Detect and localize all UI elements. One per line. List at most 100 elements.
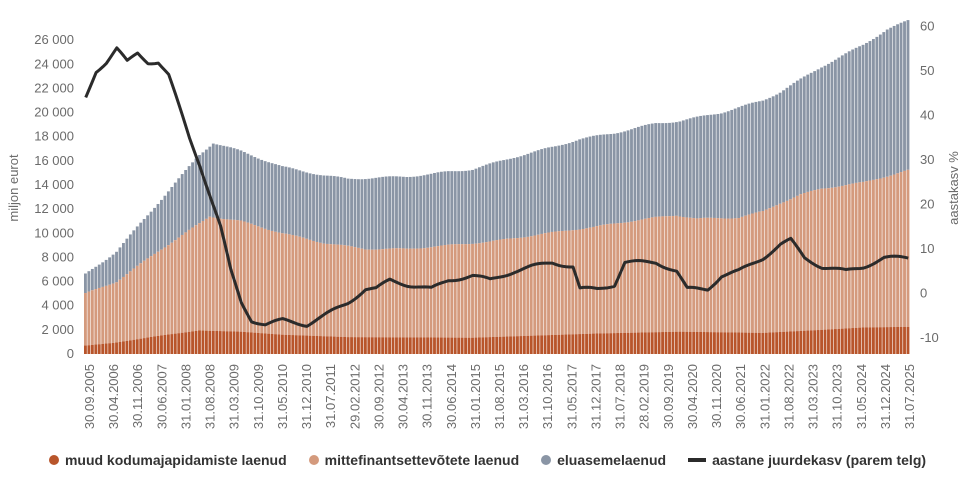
bar-mittefinantsettevotete [284, 233, 288, 335]
bar-mittefinantsettevotete [820, 188, 823, 330]
bar-eluasemelaenud [498, 160, 502, 240]
bar-mittefinantsettevotete [816, 189, 820, 331]
bar-muud-kodumajapidamiste [560, 334, 564, 354]
bar-muud-kodumajapidamiste [871, 327, 875, 354]
x-tick-label: 31.10.2016 [540, 364, 555, 429]
bar-eluasemelaenud [626, 130, 630, 223]
bar-muud-kodumajapidamiste [433, 337, 436, 354]
bar-mittefinantsettevotete [187, 229, 191, 332]
bar-eluasemelaenud [395, 176, 398, 249]
bar-mittefinantsettevotete [242, 221, 246, 332]
bar-eluasemelaenud [885, 29, 889, 177]
bar-muud-kodumajapidamiste [747, 332, 751, 354]
bar-muud-kodumajapidamiste [415, 337, 419, 354]
bar-muud-kodumajapidamiste [149, 337, 153, 354]
bar-muud-kodumajapidamiste [298, 335, 302, 354]
bar-eluasemelaenud [809, 72, 813, 191]
bar-mittefinantsettevotete [429, 247, 433, 338]
bar-eluasemelaenud [132, 230, 136, 269]
bar-mittefinantsettevotete [623, 222, 627, 333]
legend-item-eluase: eluasemelaenud [541, 452, 666, 468]
bar-eluasemelaenud [612, 133, 616, 224]
bar-mittefinantsettevotete [564, 230, 568, 335]
bar-mittefinantsettevotete [177, 237, 181, 334]
bar-muud-kodumajapidamiste [823, 329, 827, 354]
y-left-tick-label: 26 000 [34, 32, 74, 47]
bar-muud-kodumajapidamiste [775, 332, 779, 354]
bar-eluasemelaenud [357, 179, 360, 248]
bar-muud-kodumajapidamiste [640, 332, 644, 354]
bar-eluasemelaenud [249, 155, 253, 224]
bar-mittefinantsettevotete [543, 233, 547, 336]
bar-muud-kodumajapidamiste [609, 333, 613, 354]
bar-muud-kodumajapidamiste [377, 337, 381, 354]
bar-muud-kodumajapidamiste [367, 337, 371, 354]
x-tick-label: 31.05.2010 [275, 364, 290, 429]
bar-eluasemelaenud [94, 266, 98, 290]
bar-eluasemelaenud [384, 176, 388, 249]
bar-mittefinantsettevotete [108, 284, 112, 344]
bar-eluasemelaenud [733, 108, 737, 219]
bar-eluasemelaenud [401, 176, 405, 249]
bar-mittefinantsettevotete [861, 181, 865, 328]
y-left-tick-label: 16 000 [34, 153, 74, 168]
bar-eluasemelaenud [740, 105, 744, 217]
bar-muud-kodumajapidamiste [284, 334, 288, 354]
bar-mittefinantsettevotete [346, 245, 350, 338]
bar-eluasemelaenud [519, 156, 523, 238]
bar-muud-kodumajapidamiste [820, 329, 823, 354]
bar-eluasemelaenud [619, 132, 623, 224]
bar-eluasemelaenud [557, 145, 561, 232]
bar-muud-kodumajapidamiste [654, 332, 658, 354]
bar-eluasemelaenud [516, 157, 519, 239]
bar-eluasemelaenud [861, 44, 865, 182]
y-left-tick-label: 20 000 [34, 105, 74, 120]
bar-mittefinantsettevotete [605, 224, 609, 334]
x-tick-label: 31.07.2018 [613, 364, 628, 429]
bar-muud-kodumajapidamiste [778, 331, 782, 354]
bar-eluasemelaenud [699, 115, 703, 219]
bar-muud-kodumajapidamiste [529, 335, 533, 354]
bar-muud-kodumajapidamiste [239, 331, 243, 354]
bar-eluasemelaenud [377, 177, 381, 250]
bar-muud-kodumajapidamiste [391, 337, 395, 354]
x-tick-label: 30.06.2014 [444, 364, 459, 429]
bar-muud-kodumajapidamiste [903, 326, 906, 354]
bar-eluasemelaenud [163, 195, 167, 248]
bar-muud-kodumajapidamiste [381, 337, 385, 354]
bar-muud-kodumajapidamiste [160, 335, 163, 354]
bar-mittefinantsettevotete [218, 218, 222, 332]
bar-muud-kodumajapidamiste [505, 336, 509, 354]
bar-eluasemelaenud [564, 144, 568, 231]
bar-muud-kodumajapidamiste [401, 337, 405, 354]
bar-eluasemelaenud [284, 166, 288, 234]
bar-eluasemelaenud [173, 182, 177, 241]
x-tick-label: 30.06.2007 [154, 364, 169, 429]
bar-muud-kodumajapidamiste [595, 333, 599, 354]
bar-eluasemelaenud [122, 243, 125, 277]
bar-eluasemelaenud [471, 169, 474, 244]
x-tick-label: 31.10.2009 [251, 364, 266, 429]
bar-mittefinantsettevotete [439, 245, 443, 338]
bar-mittefinantsettevotete [156, 251, 160, 336]
bar-mittefinantsettevotete [436, 246, 440, 338]
bar-mittefinantsettevotete [329, 244, 333, 337]
bar-muud-kodumajapidamiste [277, 334, 281, 354]
bar-muud-kodumajapidamiste [840, 328, 844, 354]
bar-mittefinantsettevotete [281, 233, 284, 335]
bar-mittefinantsettevotete [422, 248, 426, 338]
bar-eluasemelaenud [312, 174, 315, 241]
bar-eluasemelaenud [446, 171, 450, 245]
bar-muud-kodumajapidamiste [630, 332, 633, 354]
bar-eluasemelaenud [602, 134, 606, 225]
bar-muud-kodumajapidamiste [806, 330, 810, 354]
bar-mittefinantsettevotete [471, 243, 474, 338]
y-right-tick-label: 40 [920, 107, 934, 122]
bar-muud-kodumajapidamiste [108, 343, 112, 354]
bar-mittefinantsettevotete [598, 225, 602, 334]
bar-mittefinantsettevotete [388, 248, 391, 338]
bar-mittefinantsettevotete [609, 223, 613, 334]
bar-muud-kodumajapidamiste [363, 337, 367, 354]
bar-muud-kodumajapidamiste [592, 333, 595, 354]
bar-mittefinantsettevotete [484, 242, 488, 338]
